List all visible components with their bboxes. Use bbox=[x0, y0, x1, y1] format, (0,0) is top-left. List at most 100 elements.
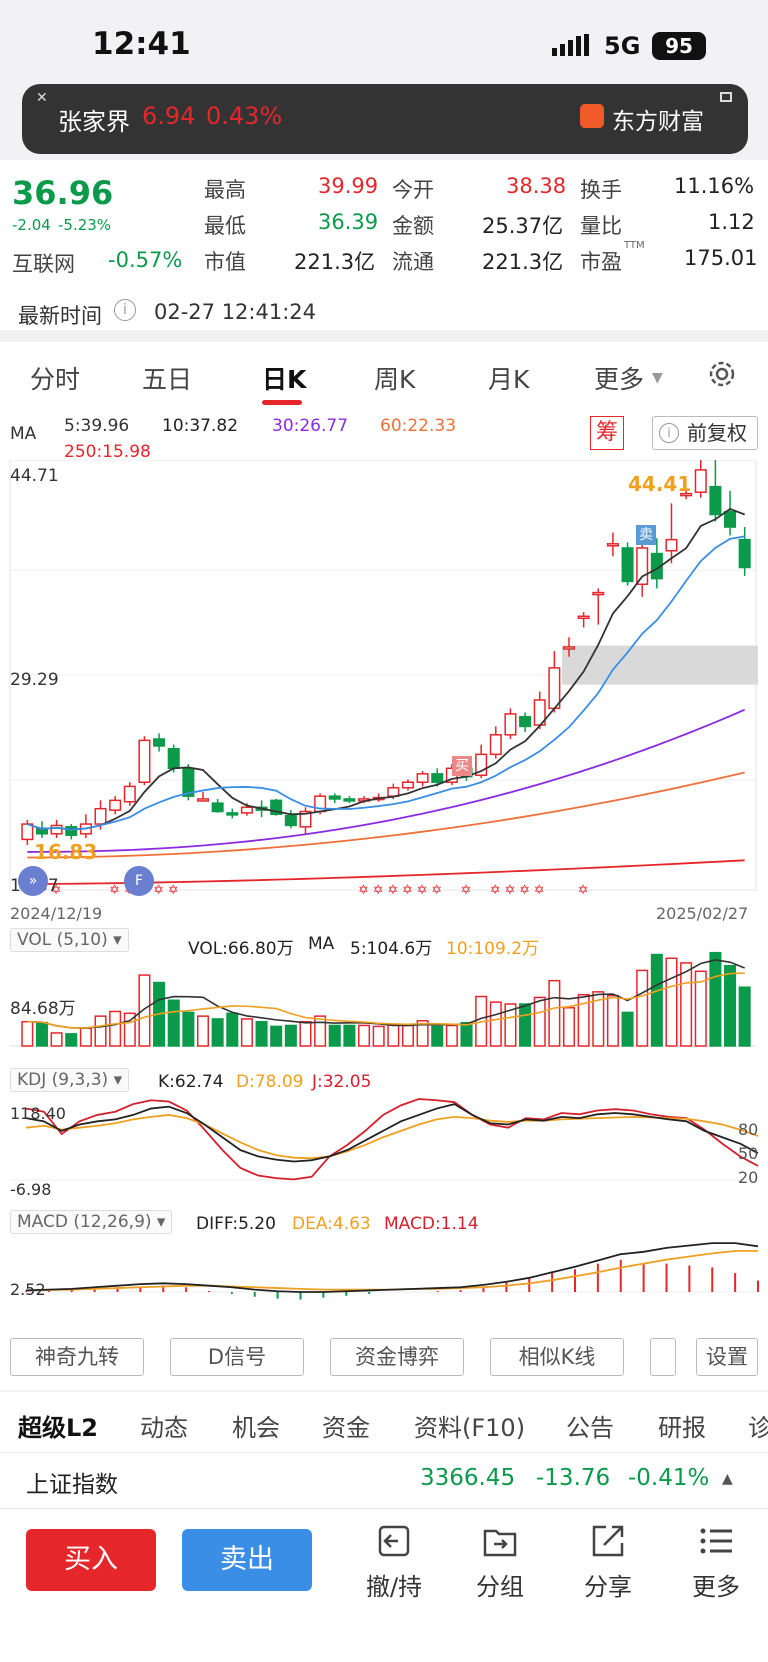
tab-daily-k[interactable]: 日K bbox=[262, 365, 307, 394]
sell-signal-marker[interactable]: 卖 bbox=[636, 525, 656, 545]
tab-more[interactable]: 更多 bbox=[594, 365, 645, 394]
tab-announcement[interactable]: 公告 bbox=[566, 1414, 614, 1442]
nine-turn-marker: ✡ bbox=[431, 883, 442, 898]
volume-bar bbox=[50, 1032, 63, 1047]
sell-button[interactable]: 卖出 bbox=[182, 1529, 312, 1591]
update-time: 02-27 12:41:24 bbox=[154, 300, 317, 324]
candle-body bbox=[343, 798, 356, 802]
sector-name[interactable]: 互联网 bbox=[12, 252, 75, 276]
expand-icon[interactable] bbox=[720, 92, 732, 102]
index-bar[interactable]: 上证指数 3366.45 -13.76 -0.41% ▲ bbox=[0, 1452, 768, 1508]
more-button[interactable]: 更多 bbox=[684, 1523, 748, 1613]
cancel-hold-button[interactable]: 撤/持 bbox=[362, 1523, 426, 1613]
group-button[interactable]: 分组 bbox=[468, 1523, 532, 1613]
index-value-text: 3366.45 bbox=[420, 1465, 516, 1491]
kdj-selector[interactable]: KDJ (9,3,3) ▾ bbox=[10, 1068, 130, 1092]
ma-label[interactable]: MA bbox=[10, 424, 37, 444]
event-icon[interactable]: » bbox=[18, 866, 48, 896]
update-label: 最新时间 bbox=[18, 304, 102, 328]
tool-similar-k[interactable]: 相似K线 bbox=[490, 1338, 624, 1376]
last-price: 36.96 bbox=[12, 174, 114, 212]
volume-bar bbox=[665, 957, 678, 1047]
status-bar: 12:41 5G 95 bbox=[0, 0, 768, 84]
volume-bar bbox=[284, 1024, 297, 1047]
date-start: 2024/12/19 bbox=[10, 904, 103, 923]
gear-icon[interactable] bbox=[706, 358, 738, 390]
pe-value: 175.01 bbox=[684, 246, 758, 270]
ma10-value: 10:37.82 bbox=[162, 416, 239, 436]
candle-body bbox=[606, 543, 619, 547]
volume-bar bbox=[489, 1001, 502, 1047]
price-axis-mid: 29.29 bbox=[10, 670, 59, 690]
chevron-down-icon: ▼ bbox=[652, 370, 663, 386]
volume-bar bbox=[533, 996, 546, 1047]
macd-macd: MACD:1.14 bbox=[384, 1214, 479, 1234]
volume-bar bbox=[504, 1003, 517, 1047]
kdj-axis-top: 118.40 bbox=[10, 1104, 66, 1123]
turnover-value: 11.16% bbox=[674, 174, 755, 198]
kdj-k-line bbox=[25, 1103, 759, 1163]
tab-news[interactable]: 动态 bbox=[140, 1414, 188, 1442]
tab-research[interactable]: 研报 bbox=[658, 1414, 706, 1442]
float-stock-banner[interactable]: ✕ 张家界 6.94 0.43% 东方财富 bbox=[22, 84, 748, 154]
tab-fund[interactable]: 资金 bbox=[322, 1414, 370, 1442]
tool-settings[interactable]: 设置 bbox=[696, 1338, 758, 1376]
chip-button[interactable]: 筹 bbox=[590, 416, 624, 450]
info-icon: i bbox=[659, 423, 679, 443]
close-icon[interactable]: ✕ bbox=[36, 90, 48, 106]
tool-nine-turn[interactable]: 神奇九转 bbox=[10, 1338, 144, 1376]
buy-signal-marker[interactable]: 买 bbox=[452, 756, 472, 776]
sector-change: -0.57% bbox=[108, 248, 183, 272]
volume-bar bbox=[738, 986, 751, 1047]
bottom-action-bar: 买入 卖出 撤/持 分组 分享 更多 bbox=[0, 1508, 768, 1662]
period-tabs: 分时 五日 日K 周K 月K 更多 ▼ bbox=[0, 342, 768, 410]
tab-fenshi[interactable]: 分时 bbox=[30, 365, 81, 394]
info-icon[interactable]: i bbox=[114, 299, 136, 321]
candle-body bbox=[592, 591, 605, 596]
tab-five-day[interactable]: 五日 bbox=[142, 365, 193, 394]
tab-diagnosis[interactable]: 诊 bbox=[748, 1414, 768, 1442]
volume-bar bbox=[636, 969, 649, 1047]
tab-opportunity[interactable]: 机会 bbox=[232, 1414, 280, 1442]
tab-f10[interactable]: 资料(F10) bbox=[414, 1414, 526, 1442]
kline-chart-area[interactable]: MA 5:39.96 10:37.82 30:26.77 60:22.33 25… bbox=[0, 410, 768, 1330]
candle-body bbox=[562, 646, 576, 650]
kdj-j-line bbox=[25, 1098, 759, 1181]
candle-body bbox=[489, 734, 502, 756]
volume-bar bbox=[562, 1006, 576, 1047]
macd-dea: DEA:4.63 bbox=[292, 1214, 371, 1234]
candle-body bbox=[519, 715, 532, 728]
banner-stock-name: 张家界 bbox=[58, 108, 130, 136]
group-label: 分组 bbox=[476, 1573, 524, 1601]
high-value: 39.99 bbox=[318, 174, 379, 198]
volume-bar bbox=[650, 953, 663, 1047]
tab-super-l2[interactable]: 超级L2 bbox=[18, 1414, 98, 1442]
tool-fund-game[interactable]: 资金博弈 bbox=[330, 1338, 464, 1376]
buy-button[interactable]: 买入 bbox=[26, 1529, 156, 1591]
event-icon[interactable]: F bbox=[124, 866, 154, 896]
tool-d-signal[interactable]: D信号 bbox=[170, 1338, 304, 1376]
expand-up-icon[interactable]: ▲ bbox=[722, 1471, 733, 1487]
ma60-line bbox=[27, 771, 745, 859]
adjust-button[interactable]: i 前复权 bbox=[652, 416, 758, 450]
active-tab-indicator bbox=[262, 400, 302, 405]
ma5-value: 5:39.96 bbox=[64, 416, 130, 436]
tab-weekly-k[interactable]: 周K bbox=[374, 365, 416, 394]
tool-partial[interactable] bbox=[650, 1338, 676, 1376]
tab-monthly-k[interactable]: 月K bbox=[488, 365, 530, 394]
volume-bar bbox=[21, 1020, 34, 1047]
vol-ma10: 10:109.2万 bbox=[446, 939, 540, 959]
volume-bar bbox=[196, 1015, 210, 1047]
float-label: 流通 bbox=[392, 250, 434, 274]
open-value: 38.38 bbox=[506, 174, 567, 198]
candle-body bbox=[94, 807, 107, 825]
vol-selector[interactable]: VOL (5,10) ▾ bbox=[10, 928, 129, 952]
volume-bar bbox=[79, 1027, 92, 1047]
candle-body bbox=[21, 823, 34, 841]
candle-body bbox=[416, 773, 429, 783]
macd-selector[interactable]: MACD (12,26,9) ▾ bbox=[10, 1210, 173, 1234]
more-label: 更多 bbox=[692, 1573, 740, 1601]
share-button[interactable]: 分享 bbox=[576, 1523, 640, 1613]
volume-bar bbox=[606, 994, 619, 1047]
volume-bar bbox=[401, 1024, 414, 1047]
